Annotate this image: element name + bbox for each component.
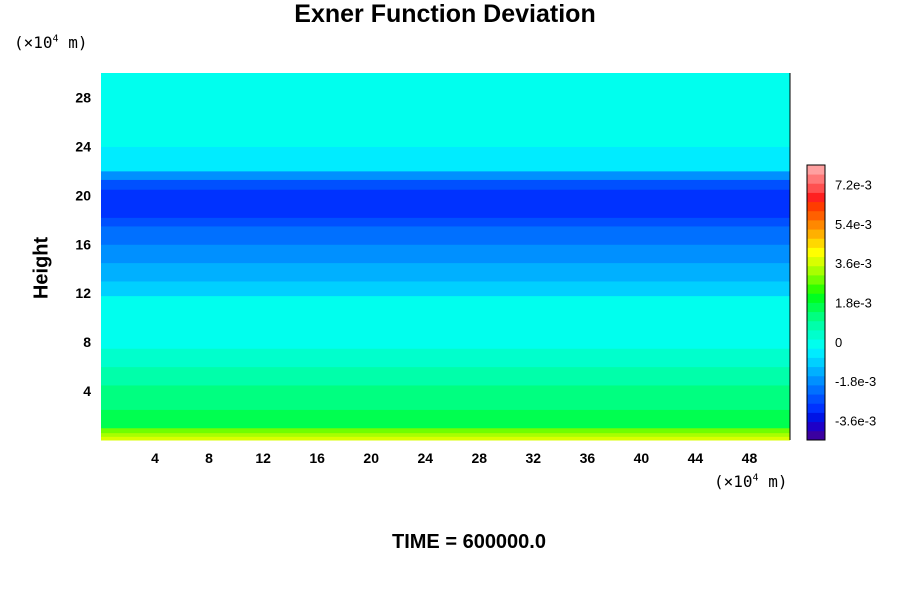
colorbar-tick-label: -1.8e-3 [835, 374, 876, 389]
heatmap-band [101, 409, 790, 429]
colorbar-swatch [807, 247, 825, 258]
colorbar-swatch [807, 201, 825, 212]
colorbar-swatch [807, 183, 825, 193]
colorbar-swatch [807, 174, 825, 184]
colorbar-tick-label: -3.6e-3 [835, 413, 876, 428]
colorbar-swatch [807, 357, 825, 368]
colorbar-swatch [807, 412, 825, 423]
colorbar-swatch [807, 320, 825, 331]
y-tick-label: 20 [75, 187, 91, 203]
heatmap-band [101, 295, 790, 331]
heatmap-band [101, 170, 790, 180]
heatmap-band [101, 73, 790, 147]
colorbar-swatch [807, 430, 825, 441]
x-tick-label: 16 [309, 450, 325, 466]
x-tick-label: 36 [580, 450, 596, 466]
x-tick-label: 32 [526, 450, 542, 466]
heatmap-band [101, 262, 790, 282]
colorbar-swatch [807, 348, 825, 358]
heatmap-band [101, 366, 790, 386]
colorbar-swatch [807, 229, 825, 239]
heatmap-band [101, 189, 790, 218]
colorbar-swatch [807, 330, 825, 340]
colorbar-swatch [807, 293, 825, 303]
y-tick-label: 16 [75, 236, 91, 252]
y-unit-label: (×104 m) [14, 33, 88, 52]
colorbar-swatch [807, 394, 825, 404]
colorbar-tick-label: 3.6e-3 [835, 256, 872, 271]
colorbar-swatch [807, 385, 825, 395]
heatmap-band [101, 280, 790, 297]
x-tick-label: 44 [688, 450, 704, 466]
heatmap-band [101, 244, 790, 264]
x-tick-label: 40 [634, 450, 650, 466]
colorbar-swatch [807, 275, 825, 285]
colorbar-swatch [807, 403, 825, 413]
x-tick-label: 24 [417, 450, 433, 466]
colorbar-tick-label: 1.8e-3 [835, 296, 872, 311]
heatmap-band [101, 225, 790, 245]
heatmap-band [101, 217, 790, 227]
y-tick-label: 4 [83, 383, 91, 399]
colorbar-swatch [807, 220, 825, 230]
x-tick-label: 4 [151, 450, 159, 466]
heatmap-band [101, 432, 790, 437]
colorbar-swatch [807, 192, 825, 203]
colorbar-swatch [807, 311, 825, 322]
time-label: TIME = 600000.0 [392, 531, 546, 553]
colorbar-swatch [807, 375, 825, 386]
heatmap-band [101, 329, 790, 349]
y-tick-label: 28 [75, 89, 91, 105]
x-unit-label: (×104 m) [714, 472, 788, 491]
colorbar-tick-label: 7.2e-3 [835, 178, 872, 193]
colorbar-swatch [807, 284, 825, 294]
colorbar-swatch [807, 366, 825, 377]
y-axis-ticks: 4 8 12 16 20 24 28 [75, 89, 91, 399]
colorbar-swatch [807, 256, 825, 267]
heatmap-band [101, 427, 790, 434]
colorbar-swatch [807, 165, 825, 175]
x-tick-label: 48 [742, 450, 758, 466]
colorbar-swatch [807, 421, 825, 432]
heatmap-bands [101, 73, 790, 441]
x-axis-ticks: 4 8 12 16 20 24 28 32 36 40 44 48 [151, 450, 757, 466]
heatmap-band [101, 146, 790, 172]
x-tick-label: 20 [363, 450, 379, 466]
x-tick-label: 28 [471, 450, 487, 466]
colorbar-swatch [807, 339, 825, 349]
y-tick-label: 12 [75, 285, 91, 301]
heatmap-band [101, 348, 790, 368]
heatmap-band [101, 179, 790, 190]
heatmap-band [101, 436, 790, 441]
colorbar-swatch [807, 302, 825, 313]
colorbar-swatch [807, 265, 825, 276]
x-tick-label: 8 [205, 450, 213, 466]
chart-title: Exner Function Deviation [294, 0, 596, 28]
y-tick-label: 24 [75, 138, 91, 154]
colorbar-swatch [807, 238, 825, 248]
colorbar-swatch [807, 210, 825, 221]
colorbar-tick-label: 5.4e-3 [835, 217, 872, 232]
colorbar: -3.6e-3 -1.8e-3 0 1.8e-3 3.6e-3 5.4e-3 7.2e-3 [806, 164, 876, 441]
x-tick-label: 12 [255, 450, 271, 466]
y-tick-label: 8 [83, 334, 91, 350]
heatmap-band [101, 384, 790, 410]
colorbar-tick-label: 0 [835, 335, 842, 350]
colorbar-border [806, 164, 826, 441]
